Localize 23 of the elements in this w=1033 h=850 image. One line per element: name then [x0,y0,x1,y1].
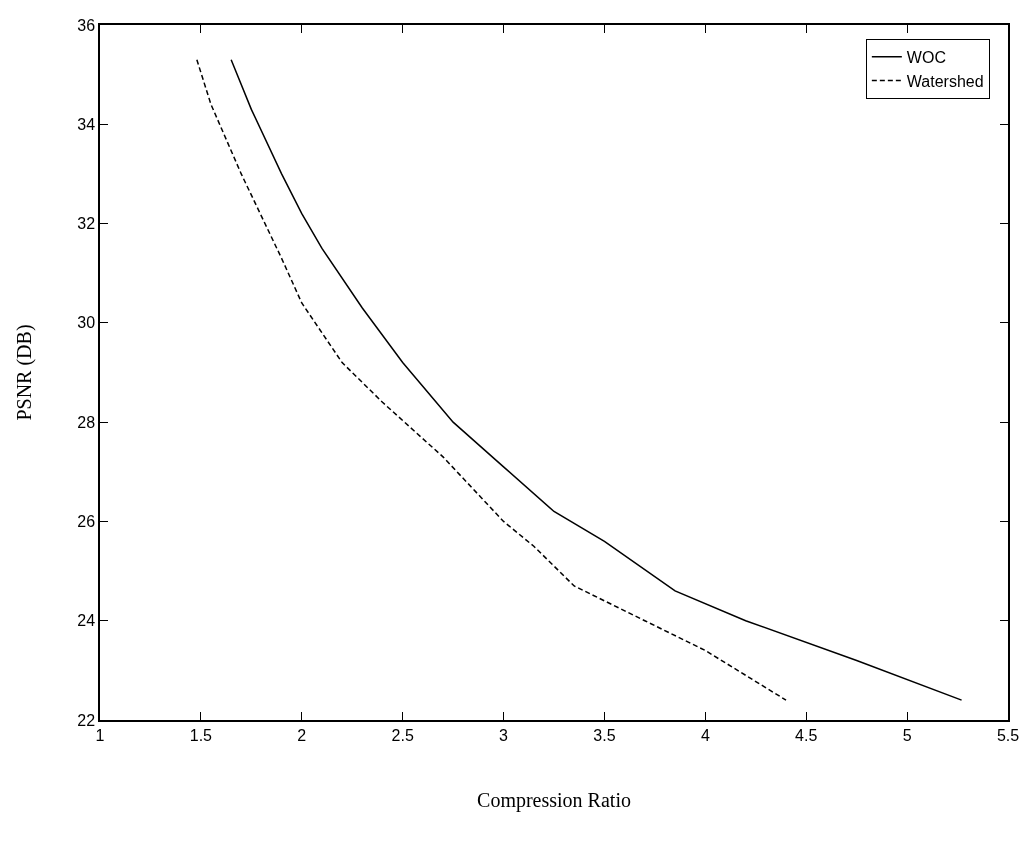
x-tick-label: 2.5 [391,726,414,744]
x-tick-label: 1 [95,726,105,744]
x-tick-label: 3 [499,726,509,744]
x-axis-title: Compression Ratio [477,788,631,812]
x-tick-label: 2 [297,726,307,744]
x-tick-label: 5.5 [996,726,1020,744]
x-tick-label: 5 [902,726,912,744]
legend-label: Watershed [906,72,984,90]
x-tick-label: 4 [700,726,710,744]
y-tick-label: 36 [77,16,96,34]
y-axis-title: PSNR (DB) [13,324,37,421]
legend-label: WOC [906,49,946,67]
x-tick-label: 1.5 [189,726,213,744]
y-tick-label: 28 [77,413,96,431]
y-tick-label: 22 [77,711,96,729]
y-tick-label: 24 [77,612,96,630]
x-tick-label: 4.5 [795,726,818,744]
y-tick-label: 26 [77,513,96,531]
y-tick-label: 32 [77,215,96,233]
y-tick-label: 30 [77,314,96,332]
y-tick-label: 34 [77,115,96,133]
x-tick-label: 3.5 [593,726,616,744]
line-series [196,59,787,701]
